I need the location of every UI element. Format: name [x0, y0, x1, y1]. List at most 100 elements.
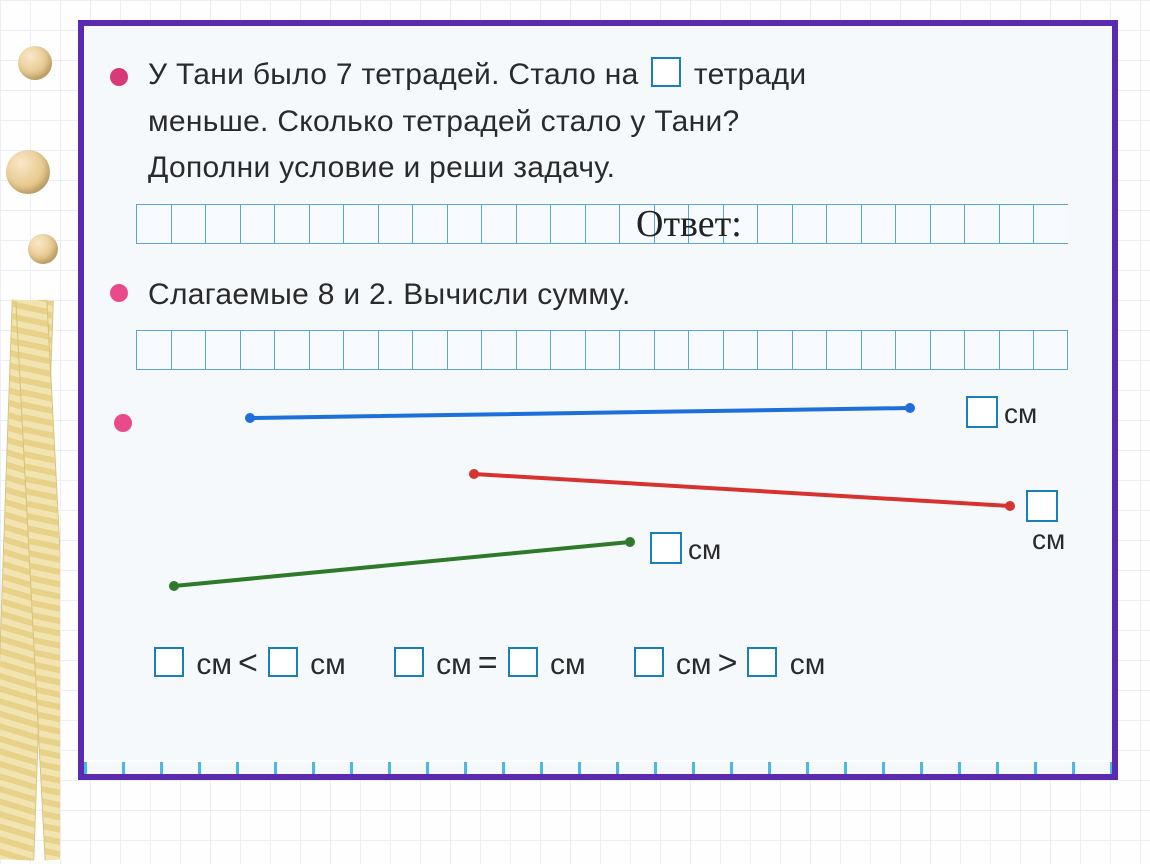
segment-blue [250, 408, 910, 418]
unit-label: см [781, 648, 825, 681]
cell[interactable] [688, 330, 723, 370]
cell[interactable] [792, 204, 827, 244]
cell[interactable] [964, 204, 999, 244]
unit-label: см [542, 648, 586, 681]
cell[interactable] [723, 330, 758, 370]
cell[interactable] [999, 204, 1034, 244]
fill-in-box[interactable] [634, 647, 664, 677]
segment-green-endpoint [625, 537, 635, 547]
cell[interactable] [343, 330, 378, 370]
cell[interactable] [516, 204, 551, 244]
cm-box[interactable] [650, 532, 682, 564]
cell[interactable] [585, 204, 620, 244]
page: У Тани было 7 тетрадей. Стало на тетради… [0, 0, 1150, 864]
fill-in-box[interactable] [154, 647, 184, 677]
fill-in-box[interactable] [394, 647, 424, 677]
cell[interactable] [930, 204, 965, 244]
fill-in-box[interactable] [747, 647, 777, 677]
lines-svg [110, 386, 1110, 636]
segment-blue-endpoint [245, 413, 255, 423]
cell[interactable] [481, 204, 516, 244]
cell[interactable] [895, 204, 930, 244]
answer-cells-2[interactable] [136, 330, 1086, 372]
fill-in-box[interactable] [651, 57, 681, 87]
cell[interactable] [309, 330, 344, 370]
task1-line3: Дополни условие и реши задачу. [148, 151, 615, 184]
segment-red-endpoint [469, 469, 479, 479]
answer-cells-1[interactable]: Ответ: [136, 204, 1086, 246]
cell[interactable] [999, 330, 1034, 370]
cell[interactable] [757, 204, 792, 244]
cell[interactable] [274, 330, 309, 370]
cell[interactable] [861, 204, 896, 244]
task-1: У Тани было 7 тетрадей. Стало на тетради… [110, 52, 1086, 246]
cell[interactable] [447, 204, 482, 244]
cell[interactable] [792, 330, 827, 370]
cell[interactable] [240, 204, 275, 244]
cell[interactable] [930, 330, 965, 370]
cell[interactable] [619, 204, 654, 244]
cm-box[interactable] [966, 396, 998, 428]
cell[interactable] [964, 330, 999, 370]
bullet-icon [110, 284, 128, 302]
cell[interactable] [240, 330, 275, 370]
cell[interactable] [585, 330, 620, 370]
task2-text: Слагаемые 8 и 2. Вычисли сумму. [148, 278, 631, 311]
cell[interactable] [550, 204, 585, 244]
cell[interactable] [1033, 204, 1068, 244]
cell[interactable] [136, 330, 171, 370]
segment-green [174, 542, 630, 586]
cell[interactable] [723, 204, 758, 244]
cell[interactable] [412, 204, 447, 244]
cell[interactable] [171, 330, 206, 370]
unit-label: см [1032, 524, 1065, 555]
cell[interactable] [309, 204, 344, 244]
unit-label: см [668, 648, 712, 681]
cell[interactable] [654, 330, 689, 370]
cell[interactable] [343, 204, 378, 244]
segment-blue-endpoint [905, 403, 915, 413]
unit-label: см [188, 648, 232, 681]
cell[interactable] [136, 204, 171, 244]
fill-in-box[interactable] [268, 647, 298, 677]
cell[interactable] [205, 204, 240, 244]
compare-item: см< см [150, 644, 346, 683]
task-2-text: Слагаемые 8 и 2. Вычисли сумму. [148, 272, 1086, 319]
cell[interactable] [481, 330, 516, 370]
bead-icon [18, 46, 52, 80]
worksheet-card: У Тани было 7 тетрадей. Стало на тетради… [78, 20, 1118, 780]
task1-line2: меньше. Сколько тетрадей стало у Тани? [148, 105, 740, 138]
task1-line1b: тетради [694, 58, 807, 91]
cell[interactable] [1033, 330, 1068, 370]
cm-label-blue: см [966, 396, 1037, 430]
left-decor [0, 0, 60, 864]
cell[interactable] [205, 330, 240, 370]
cell[interactable] [861, 330, 896, 370]
cell[interactable] [826, 204, 861, 244]
task-1-text: У Тани было 7 тетрадей. Стало на тетради… [148, 52, 1086, 192]
cell[interactable] [378, 204, 413, 244]
unit-label: см [302, 648, 346, 681]
cell[interactable] [516, 330, 551, 370]
cell[interactable] [619, 330, 654, 370]
unit-label: см [688, 534, 721, 565]
cell[interactable] [895, 330, 930, 370]
cell[interactable] [550, 330, 585, 370]
cell[interactable] [447, 330, 482, 370]
cm-box[interactable] [1026, 490, 1058, 522]
cell[interactable] [171, 204, 206, 244]
cell[interactable] [412, 330, 447, 370]
unit-label: см [1004, 398, 1037, 429]
compare-item: см> см [630, 644, 826, 683]
fill-in-box[interactable] [508, 647, 538, 677]
operator: > [718, 644, 738, 682]
compare-item: см= см [390, 644, 586, 683]
cell[interactable] [378, 330, 413, 370]
cell[interactable] [826, 330, 861, 370]
cm-label-red: см [1026, 490, 1086, 556]
segment-green-endpoint [169, 581, 179, 591]
cell[interactable] [654, 204, 689, 244]
cell[interactable] [274, 204, 309, 244]
cell[interactable] [688, 204, 723, 244]
cell[interactable] [757, 330, 792, 370]
